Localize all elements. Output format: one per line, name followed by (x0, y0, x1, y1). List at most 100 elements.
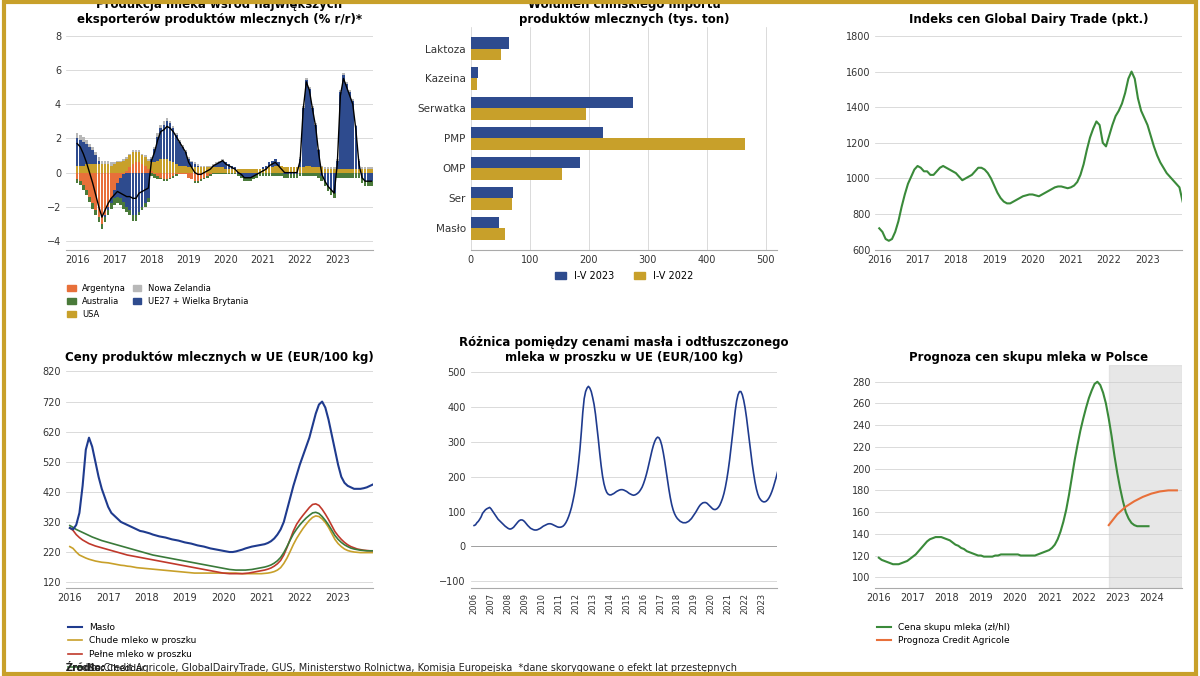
Bar (308, 166, 311, 172)
Bar (95, 172, 97, 210)
Masło (149, 531, 163, 539)
Bar (262, 172, 264, 176)
Bar (169, 172, 172, 178)
Bar (160, 178, 162, 179)
Bar (95, 164, 97, 172)
Bar (191, 161, 193, 162)
Bar (250, 169, 252, 172)
Bar (154, 162, 156, 172)
Bar (187, 172, 190, 178)
Bar (144, 155, 146, 158)
Bar (103, 216, 107, 217)
Bar (342, 73, 344, 75)
Bar (203, 166, 205, 168)
Bar (311, 172, 314, 176)
Bar (314, 124, 317, 168)
Bar (348, 169, 350, 172)
Bar (138, 152, 140, 162)
Bar (166, 159, 168, 172)
Bar (244, 169, 246, 172)
Bar (305, 78, 307, 80)
Bar (169, 178, 172, 179)
Title: Prognoza cen skupu mleka w Polsce: Prognoza cen skupu mleka w Polsce (910, 352, 1148, 364)
Title: Różnica pomiędzy cenami masła i odtłuszczonego
mleka w proszku w UE (EUR/100 kg): Różnica pomiędzy cenami masła i odtłuszc… (460, 336, 788, 364)
Masło (347, 485, 361, 493)
Bar (193, 172, 196, 181)
Bar (258, 172, 262, 176)
Bar (230, 172, 233, 174)
Bar (332, 193, 336, 198)
Bar (470, 97, 632, 108)
Bar (326, 169, 329, 172)
Masło (104, 509, 119, 517)
Bar (95, 155, 97, 164)
Bar (299, 168, 301, 172)
Bar (224, 169, 227, 172)
Bar (240, 172, 242, 176)
Bar (199, 172, 203, 179)
Bar (281, 166, 283, 172)
Bar (342, 172, 344, 178)
Bar (178, 140, 181, 142)
Bar (209, 168, 211, 172)
Bar (212, 168, 215, 172)
Bar (199, 168, 203, 172)
Legend: Argentyna, Australia, USA, Nowa Zelandia, UE27 + Wielka Brytania: Argentyna, Australia, USA, Nowa Zelandia… (64, 281, 252, 322)
Bar (228, 169, 230, 172)
Bar (326, 187, 329, 191)
Bar (246, 178, 248, 181)
Bar (144, 166, 146, 172)
Bar (203, 178, 205, 179)
Bar (181, 147, 184, 166)
Bar (175, 133, 178, 135)
Pełne mleko w proszku (229, 570, 244, 578)
Bar (82, 166, 85, 172)
Bar (103, 217, 107, 222)
Bar (79, 140, 82, 166)
Bar (95, 152, 97, 155)
Bar (314, 168, 317, 172)
Bar (113, 162, 115, 164)
Bar (324, 169, 326, 172)
Ser Cheddar (347, 545, 361, 553)
Bar (262, 169, 264, 172)
Masło (222, 548, 236, 556)
Bar (181, 166, 184, 172)
Bar (330, 172, 332, 190)
Bar (332, 169, 336, 172)
Bar (295, 172, 299, 174)
Pełne mleko w proszku (308, 500, 323, 508)
Bar (326, 168, 329, 169)
Bar (342, 75, 344, 169)
Bar (132, 216, 134, 220)
Bar (125, 171, 128, 172)
Bar (128, 155, 131, 168)
Bar (305, 172, 307, 176)
Bar (317, 150, 320, 168)
Bar (169, 121, 172, 123)
Bar (224, 162, 227, 169)
Bar (76, 166, 78, 172)
Bar (252, 176, 254, 179)
Bar (289, 174, 292, 178)
Bar (358, 159, 360, 161)
Bar (107, 164, 109, 172)
Bar (169, 161, 172, 172)
Bar (162, 172, 166, 179)
Bar (82, 185, 85, 190)
Bar (172, 128, 174, 162)
Bar (138, 212, 140, 216)
Bar (324, 172, 326, 181)
Ser Cheddar (149, 552, 163, 560)
Bar (162, 159, 166, 172)
Bar (154, 149, 156, 162)
Bar (224, 172, 227, 174)
Bar (148, 161, 150, 169)
Bar (308, 172, 311, 176)
Bar (97, 158, 100, 161)
Pełne mleko w proszku (222, 570, 236, 578)
Bar (156, 133, 158, 137)
Bar (107, 207, 109, 210)
Bar (234, 172, 236, 174)
Legend: Masło, Chude mleko w proszku, Pełne mleko w proszku, Ser Cheddar: Masło, Chude mleko w proszku, Pełne mlek… (65, 619, 199, 676)
